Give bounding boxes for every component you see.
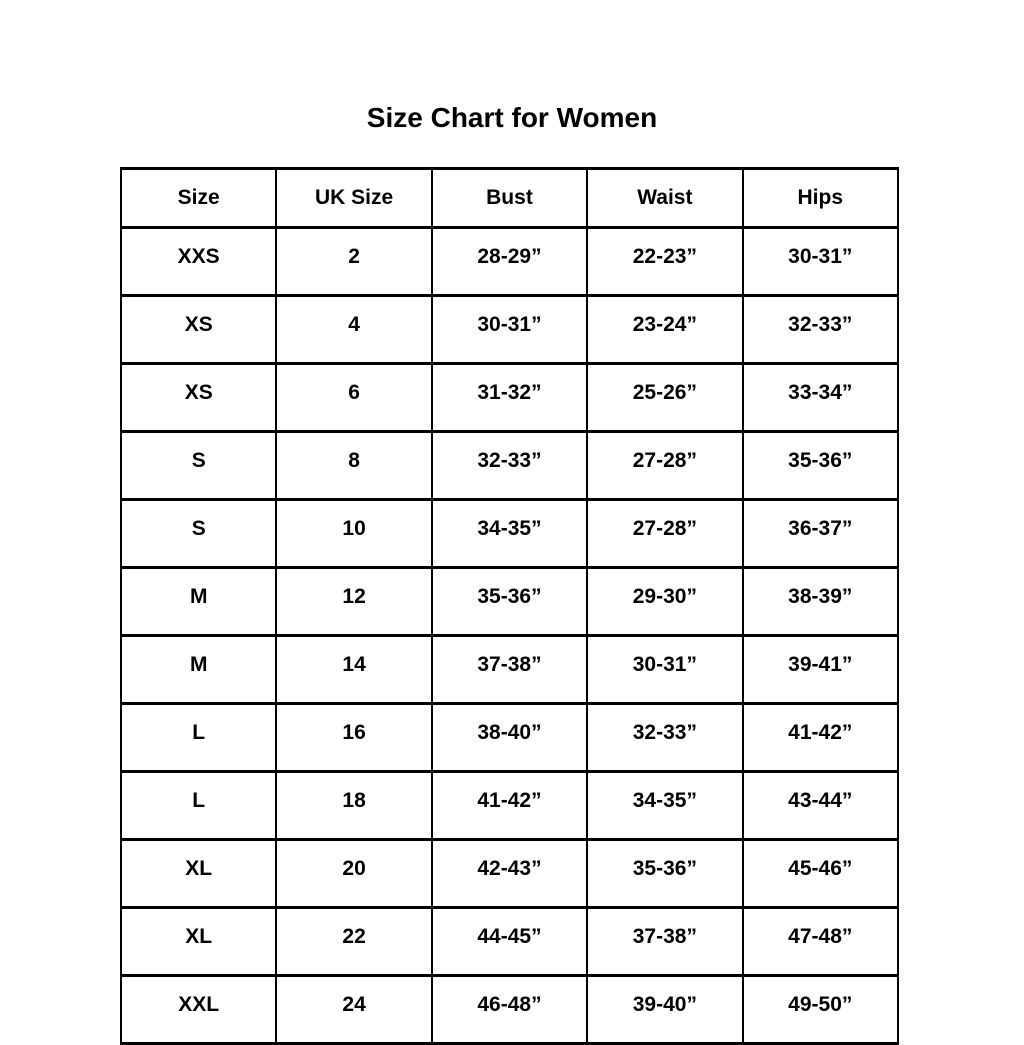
table-cell: 29-30”: [586, 566, 744, 637]
table-cell: 37-38”: [586, 906, 744, 977]
table-cell: XS: [119, 294, 278, 365]
table-cell: 43-44”: [741, 770, 900, 841]
table-cell: L: [119, 770, 278, 841]
table-cell: 24: [275, 974, 433, 1045]
table-cell: 12: [275, 566, 433, 637]
table-cell: 38-40”: [430, 702, 589, 773]
table-row: XXL 24 46-48” 39-40” 49-50”: [119, 974, 900, 1045]
table-row: S 10 34-35” 27-28” 36-37”: [119, 498, 900, 569]
table-cell: S: [119, 430, 278, 501]
table-cell: 33-34”: [741, 362, 900, 433]
table-cell: XXS: [119, 226, 278, 297]
table-cell: XL: [119, 838, 278, 909]
table-cell: 39-41”: [741, 634, 900, 705]
table-cell: 8: [275, 430, 433, 501]
table-row: XL 22 44-45” 37-38” 47-48”: [119, 906, 900, 977]
table-cell: 32-33”: [586, 702, 744, 773]
table-cell: 42-43”: [430, 838, 589, 909]
table-cell: L: [119, 702, 278, 773]
table-cell: 6: [275, 362, 433, 433]
table-cell: 28-29”: [430, 226, 589, 297]
table-cell: 44-45”: [430, 906, 589, 977]
table-row: XL 20 42-43” 35-36” 45-46”: [119, 838, 900, 909]
page-title: Size Chart for Women: [366, 102, 658, 133]
table-cell: 37-38”: [430, 634, 589, 705]
table-cell: XS: [119, 362, 278, 433]
table-cell: XXL: [119, 974, 278, 1045]
table-cell: 4: [275, 294, 433, 365]
table-cell: 30-31”: [741, 226, 900, 297]
table-row: M 12 35-36” 29-30” 38-39”: [119, 566, 900, 637]
table-cell: 14: [275, 634, 433, 705]
table-cell: M: [119, 566, 278, 637]
table-cell: 27-28”: [586, 498, 744, 569]
table-cell: S: [119, 498, 278, 569]
table-cell: 2: [275, 226, 433, 297]
table-cell: 47-48”: [741, 906, 900, 977]
header-row: Size UK Size Bust Waist Hips: [119, 167, 900, 229]
table-row: M 14 37-38” 30-31” 39-41”: [119, 634, 900, 705]
table-cell: 32-33”: [430, 430, 589, 501]
table-head: Size UK Size Bust Waist Hips: [119, 167, 900, 229]
table-row: L 18 41-42” 34-35” 43-44”: [119, 770, 900, 841]
table-row: XS 4 30-31” 23-24” 32-33”: [119, 294, 900, 365]
table-cell: 30-31”: [430, 294, 589, 365]
table-row: L 16 38-40” 32-33” 41-42”: [119, 702, 900, 773]
header-cell: Waist: [586, 167, 744, 229]
table-cell: 18: [275, 770, 433, 841]
table-cell: 22: [275, 906, 433, 977]
table-cell: 35-36”: [586, 838, 744, 909]
table-cell: XL: [119, 906, 278, 977]
size-chart-table: Size UK Size Bust Waist Hips XXS 2 28-29” 22-23…: [119, 167, 900, 1045]
header-cell: Hips: [741, 167, 900, 229]
header-cell: UK Size: [275, 167, 433, 229]
table-row: XS 6 31-32” 25-26” 33-34”: [119, 362, 900, 433]
table-cell: M: [119, 634, 278, 705]
page: { "page": { "background_color": "#ffffff…: [119, 102, 900, 1045]
table-cell: 41-42”: [430, 770, 589, 841]
table-body: XXS 2 28-29” 22-23” 30-31” XS 4 30-31” 23-24” 32-…: [119, 226, 900, 1045]
table-cell: 46-48”: [430, 974, 589, 1045]
table-cell: 38-39”: [741, 566, 900, 637]
table-cell: 35-36”: [741, 430, 900, 501]
table-cell: 23-24”: [586, 294, 744, 365]
table-cell: 10: [275, 498, 433, 569]
table-cell: 49-50”: [741, 974, 900, 1045]
table-cell: 41-42”: [741, 702, 900, 773]
table-cell: 25-26”: [586, 362, 744, 433]
table-cell: 45-46”: [741, 838, 900, 909]
table-cell: 32-33”: [741, 294, 900, 365]
table-row: XXS 2 28-29” 22-23” 30-31”: [119, 226, 900, 297]
table-cell: 31-32”: [430, 362, 589, 433]
table-cell: 20: [275, 838, 433, 909]
header-cell: Size: [119, 167, 278, 229]
table-cell: 22-23”: [586, 226, 744, 297]
table-cell: 35-36”: [430, 566, 589, 637]
table-cell: 30-31”: [586, 634, 744, 705]
table-cell: 39-40”: [586, 974, 744, 1045]
header-cell: Bust: [430, 167, 589, 229]
table-cell: 36-37”: [741, 498, 900, 569]
table-cell: 16: [275, 702, 433, 773]
table-cell: 34-35”: [586, 770, 744, 841]
table-row: S 8 32-33” 27-28” 35-36”: [119, 430, 900, 501]
table-cell: 34-35”: [430, 498, 589, 569]
table-cell: 27-28”: [586, 430, 744, 501]
